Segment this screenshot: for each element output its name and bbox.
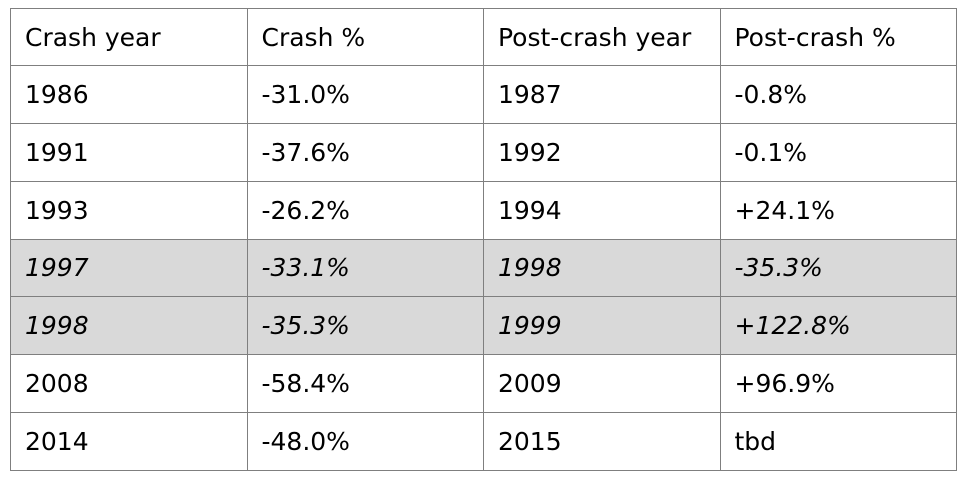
table-cell: -26.2% (246, 180, 484, 240)
table-body: 1986 -31.0% 1987 -0.8% 1991 -37.6% 1992 -0.1% 19… (10, 65, 957, 471)
table-cell: +122.8% (719, 296, 957, 356)
crash-statistics-table: Crash year Crash % Post-crash year Post-… (10, 8, 957, 471)
table-cell: 1998 (10, 296, 248, 356)
table-cell: 1987 (483, 65, 721, 124)
table-cell: -48.0% (246, 412, 484, 471)
table-row: 1998 -35.3% 1999 +122.8% (10, 296, 957, 356)
table-cell: 2014 (10, 412, 248, 471)
table-cell: -0.8% (719, 65, 957, 124)
table-cell: 2008 (10, 354, 248, 414)
table-cell: -33.1% (246, 238, 484, 298)
table-cell: +24.1% (719, 180, 957, 240)
table-cell: 1994 (483, 180, 721, 240)
crash-statistics-table-container: Crash year Crash % Post-crash year Post-… (10, 8, 957, 471)
table-row: 1986 -31.0% 1987 -0.8% (10, 65, 957, 124)
table-cell: 1998 (483, 238, 721, 298)
header-row: Crash year Crash % Post-crash year Post-… (10, 8, 957, 66)
table-row: 1991 -37.6% 1992 -0.1% (10, 122, 957, 182)
column-header-post-crash-pct: Post-crash % (719, 8, 957, 66)
table-cell: -0.1% (719, 122, 957, 182)
table-cell: -35.3% (246, 296, 484, 356)
table-cell: -37.6% (246, 122, 484, 182)
column-header-crash-pct: Crash % (246, 8, 484, 66)
table-cell: 1993 (10, 180, 248, 240)
table-cell: -31.0% (246, 65, 484, 124)
table-cell: 2015 (483, 412, 721, 471)
table-row: 1993 -26.2% 1994 +24.1% (10, 180, 957, 240)
table-cell: +96.9% (719, 354, 957, 414)
table-cell: 2009 (483, 354, 721, 414)
column-header-crash-year: Crash year (10, 8, 248, 66)
table-cell: 1992 (483, 122, 721, 182)
table-row: 2014 -48.0% 2015 tbd (10, 412, 957, 471)
table-cell: -58.4% (246, 354, 484, 414)
table-cell: 1997 (10, 238, 248, 298)
table-cell: 1999 (483, 296, 721, 356)
table-cell: -35.3% (719, 238, 957, 298)
table-header: Crash year Crash % Post-crash year Post-… (10, 8, 957, 66)
table-row: 1997 -33.1% 1998 -35.3% (10, 238, 957, 298)
column-header-post-crash-year: Post-crash year (483, 8, 721, 66)
table-cell: tbd (719, 412, 957, 471)
table-row: 2008 -58.4% 2009 +96.9% (10, 354, 957, 414)
table-cell: 1991 (10, 122, 248, 182)
table-cell: 1986 (10, 65, 248, 124)
